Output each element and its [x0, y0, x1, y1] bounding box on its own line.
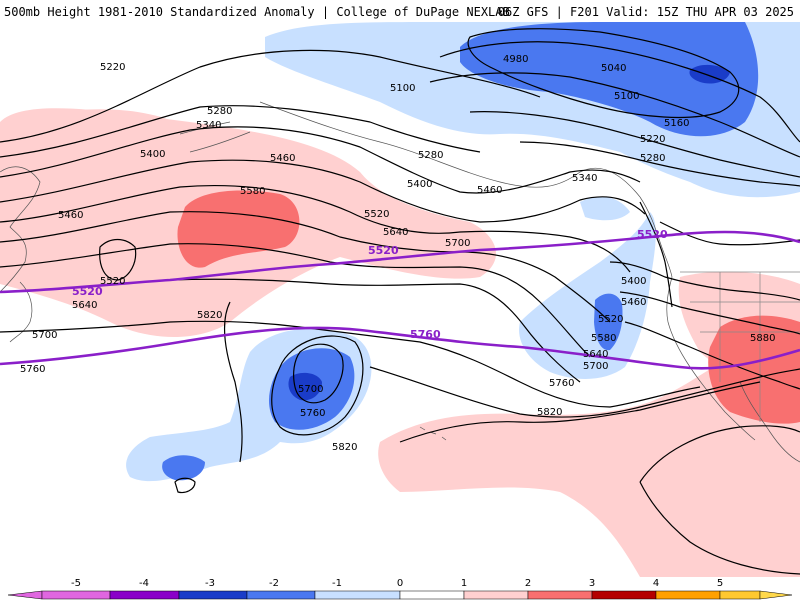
height-contours — [0, 28, 800, 575]
contour-label: 5520 — [598, 314, 623, 325]
colorbar-swatch-pos1 — [399, 590, 465, 600]
strong-negative-anomaly-california — [594, 293, 623, 351]
colorbar-swatches — [7, 590, 793, 600]
colorbar-tick-label: -2 — [269, 578, 279, 589]
contour-label: 5700 — [298, 384, 323, 395]
negative-anomaly-bering-small — [580, 196, 630, 221]
colorbar-swatch-neg3 — [178, 590, 248, 600]
contour-label: 5640 — [583, 349, 608, 360]
contour-label: 5820 — [537, 407, 562, 418]
colorbar-tick-label: 4 — [653, 578, 659, 589]
contour-label-group: 5220 5280 5340 5400 5460 5580 5460 5520 … — [20, 54, 775, 453]
colorbar-swatch-pos1b — [463, 590, 529, 600]
colorbar-swatch-pos2 — [527, 590, 593, 600]
highlight-contours — [0, 230, 800, 370]
contour-label: 5580 — [240, 186, 265, 197]
colorbar-swatch-pos5 — [719, 590, 761, 600]
colorbar-tick-label: -1 — [332, 578, 342, 589]
contour-label: 5700 — [583, 361, 608, 372]
colorbar-tick-label: -4 — [139, 578, 149, 589]
contour-label: 5280 — [640, 153, 665, 164]
strong-negative-anomaly-west — [162, 455, 205, 481]
contour-label: 5820 — [197, 310, 222, 321]
colorbar-swatch-pos4 — [655, 590, 721, 600]
contour-label: 5100 — [390, 83, 415, 94]
colorbar-tick-label: 5 — [717, 578, 723, 589]
highlight-contour-label: 5520 — [637, 228, 668, 241]
contour-label: 5400 — [621, 276, 646, 287]
anomaly-map: 5220 5280 5340 5400 5460 5580 5460 5520 … — [0, 22, 800, 577]
strong-positive-anomaly-baja — [708, 315, 800, 424]
contour-label: 5220 — [100, 62, 125, 73]
core-negative-anomaly-canada — [689, 64, 730, 84]
contour-label: 5760 — [549, 378, 574, 389]
contour-label: 5400 — [407, 179, 432, 190]
positive-anomaly-east-pacific — [378, 322, 800, 577]
colorbar-swatch-neg5 — [41, 590, 111, 600]
colorbar-swatch-pos3 — [591, 590, 657, 600]
contour-label: 5640 — [72, 300, 97, 311]
colorbar-swatch-neg1 — [314, 590, 401, 600]
contour-label: 5220 — [640, 134, 665, 145]
contour-label: 5280 — [418, 150, 443, 161]
alaska-coastline — [259, 101, 641, 198]
contour-label: 5580 — [591, 333, 616, 344]
contour-label: 5400 — [140, 149, 165, 160]
contour-label: 4980 — [503, 54, 528, 65]
highlight-contour-label: 5520 — [368, 244, 399, 257]
colorbar-ticks: -5 -4 -3 -2 -1 0 1 2 3 4 5 — [71, 578, 723, 589]
contour-label: 5460 — [621, 297, 646, 308]
contour-label: 5160 — [664, 118, 689, 129]
contour-label: 5640 — [383, 227, 408, 238]
colorbar-tick-label: 1 — [461, 578, 467, 589]
bc-coastline — [639, 196, 673, 278]
contour-label: 5880 — [750, 333, 775, 344]
contour-label: 5760 — [300, 408, 325, 419]
contour-label: 5520 — [364, 209, 389, 220]
colorbar-swatch-neg4 — [109, 590, 180, 600]
colorbar-tick-label: -5 — [71, 578, 81, 589]
contour-label: 5340 — [196, 120, 221, 131]
contour-label: 5100 — [614, 91, 639, 102]
contour-label: 5460 — [270, 153, 295, 164]
highlight-contour-label: 5520 — [72, 285, 103, 298]
highlight-contour-label: 5760 — [410, 328, 441, 341]
contour-label: 5460 — [58, 210, 83, 221]
baja-coastline — [739, 381, 800, 463]
colorbar-tick-label: 2 — [525, 578, 531, 589]
contour-label: 5280 — [207, 106, 232, 117]
contour-label: 5460 — [477, 185, 502, 196]
contour-label: 5820 — [332, 442, 357, 453]
model-run-info: 06Z GFS | F201 Valid: 15Z THU APR 03 202… — [497, 5, 794, 19]
header: 500mb Height 1981-2010 Standardized Anom… — [0, 0, 800, 22]
contour-label: 5700 — [445, 238, 470, 249]
colorbar-swatch-neg2 — [246, 590, 316, 600]
anomaly-colorbar: -5 -4 -3 -2 -1 0 1 2 3 4 5 — [7, 578, 793, 600]
strong-positive-anomaly-west-pacific — [177, 190, 300, 268]
contour-label: 5040 — [601, 63, 626, 74]
colorbar-arrow-positive — [759, 590, 793, 600]
colorbar-tick-label: 0 — [397, 578, 403, 589]
highlight-label-group: 5520 5520 5520 5760 — [72, 228, 668, 341]
contour-label: 5700 — [32, 330, 57, 341]
contour-label: 5760 — [20, 364, 45, 375]
colorbar-tick-label: -3 — [205, 578, 215, 589]
negative-anomaly-california-trough — [519, 212, 656, 379]
positive-anomaly-north-pacific-west — [10, 109, 170, 152]
state-borders — [680, 271, 800, 422]
contour-label: 5340 — [572, 173, 597, 184]
map-title: 500mb Height 1981-2010 Standardized Anom… — [4, 5, 510, 19]
contour-label: 5520 — [100, 276, 125, 287]
colorbar-arrow-negative — [7, 590, 43, 600]
colorbar-tick-label: 3 — [589, 578, 595, 589]
